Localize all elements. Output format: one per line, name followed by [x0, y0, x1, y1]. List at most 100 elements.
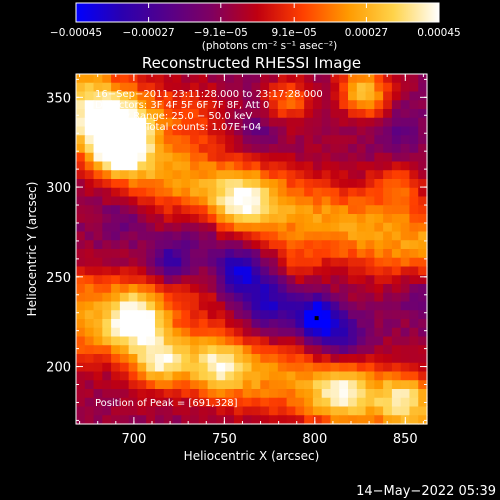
heatmap-cell: [76, 275, 86, 285]
heatmap-cell: [391, 336, 402, 346]
heatmap-cell: [251, 284, 261, 294]
heatmap-cell: [383, 319, 393, 329]
heatmap-cell: [304, 284, 314, 294]
heatmap-cell: [198, 152, 209, 163]
heatmap-cell: [242, 345, 253, 355]
heatmap-cell: [146, 415, 156, 425]
heatmap-cell: [128, 82, 139, 93]
heatmap-cell: [321, 74, 332, 84]
heatmap-cell: [181, 380, 191, 390]
heatmap-cell: [119, 126, 130, 136]
heatmap-cell: [356, 144, 367, 154]
heatmap-cell: [251, 161, 261, 171]
heatmap-cell: [312, 249, 323, 259]
heatmap-cell: [128, 74, 139, 84]
heatmap-cell: [400, 389, 411, 399]
heatmap-cell: [84, 345, 95, 355]
heatmap-cell: [198, 362, 209, 373]
heatmap-cell: [321, 284, 332, 294]
heatmap-cell: [233, 406, 244, 416]
heatmap-cell: [76, 362, 86, 373]
heatmap-cell: [383, 231, 393, 241]
heatmap-cell: [374, 336, 384, 346]
heatmap-cell: [277, 389, 288, 399]
heatmap-cell: [225, 179, 235, 189]
heatmap-cell: [269, 152, 279, 163]
heatmap-cell: [119, 389, 130, 399]
heatmap-cell: [260, 266, 270, 276]
heatmap-cell: [383, 257, 393, 268]
heatmap-cell: [163, 415, 174, 425]
heatmap-cell: [312, 292, 323, 303]
heatmap-cell: [137, 371, 147, 381]
heatmap-cell: [146, 266, 156, 276]
heatmap-cell: [348, 179, 358, 189]
heatmap-cell: [269, 240, 279, 250]
heatmap-cell: [76, 109, 86, 119]
heatmap-cell: [163, 266, 174, 276]
heatmap-cell: [251, 380, 261, 390]
heatmap-cell: [216, 91, 226, 101]
heatmap-cell: [163, 310, 174, 320]
heatmap-cell: [76, 74, 86, 84]
heatmap-cell: [409, 275, 419, 285]
heatmap-cell: [198, 345, 209, 355]
heatmap-cell: [146, 249, 156, 259]
heatmap-cell: [339, 380, 349, 390]
heatmap-cell: [260, 196, 270, 206]
heatmap-cell: [348, 284, 358, 294]
heatmap-cell: [233, 257, 244, 268]
heatmap-cell: [409, 310, 419, 320]
x-tick-label: 750: [212, 432, 237, 447]
heatmap-cell: [339, 161, 349, 171]
heatmap-cell: [400, 231, 411, 241]
heatmap-cell: [137, 292, 147, 303]
heatmap-cell: [198, 91, 209, 101]
heatmap-cell: [172, 319, 182, 329]
heatmap-cell: [400, 170, 411, 180]
heatmap-cell: [321, 231, 332, 241]
heatmap-cell: [365, 319, 375, 329]
heatmap-cell: [339, 327, 349, 338]
heatmap-cell: [321, 292, 332, 303]
heatmap-cell: [330, 231, 340, 241]
heatmap-cell: [269, 406, 279, 416]
heatmap-cell: [76, 345, 86, 355]
heatmap-cell: [330, 152, 340, 163]
heatmap-cell: [365, 406, 375, 416]
heatmap-cell: [365, 336, 375, 346]
heatmap-cell: [365, 231, 375, 241]
heatmap-cell: [348, 319, 358, 329]
heatmap-cell: [374, 152, 384, 163]
heatmap-cell: [409, 362, 419, 373]
heatmap-cell: [128, 205, 139, 215]
heatmap-cell: [418, 336, 428, 346]
heatmap-cell: [391, 380, 402, 390]
heatmap-cell: [295, 354, 305, 364]
heatmap-cell: [242, 389, 253, 399]
heatmap-cell: [102, 91, 112, 101]
heatmap-cell: [330, 389, 340, 399]
heatmap-cell: [190, 319, 200, 329]
heatmap-cell: [233, 74, 244, 84]
heatmap-cell: [286, 196, 296, 206]
heatmap-cell: [216, 214, 226, 224]
heatmap-cell: [172, 362, 182, 373]
heatmap-cell: [137, 144, 147, 154]
heatmap-cell: [163, 205, 174, 215]
heatmap-cell: [111, 170, 121, 180]
heatmap-cell: [233, 345, 244, 355]
heatmap-cell: [374, 126, 384, 136]
heatmap-cell: [304, 371, 314, 381]
heatmap-cell: [119, 161, 130, 171]
heatmap-cell: [251, 126, 261, 136]
heatmap-cell: [233, 380, 244, 390]
heatmap-cell: [128, 310, 139, 320]
heatmap-cell: [383, 135, 393, 145]
heatmap-cell: [190, 275, 200, 285]
heatmap-cell: [225, 187, 235, 198]
heatmap-cell: [198, 240, 209, 250]
heatmap-cell: [304, 117, 314, 128]
heatmap-cell: [409, 152, 419, 163]
